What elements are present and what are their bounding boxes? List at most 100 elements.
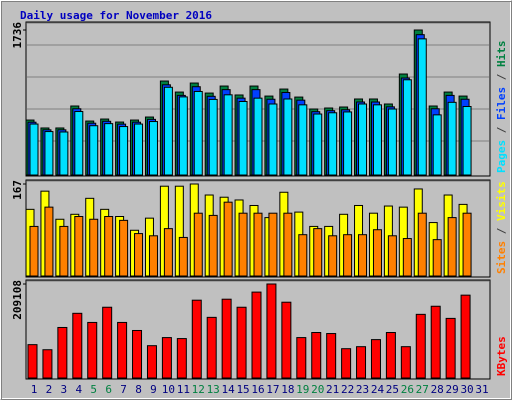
bar <box>87 321 98 379</box>
bar <box>430 305 441 379</box>
x-tick-label: 25 <box>386 383 399 396</box>
bar <box>268 103 278 176</box>
x-tick-label: 28 <box>431 383 444 396</box>
x-tick-label: 5 <box>90 383 97 396</box>
bar <box>119 126 129 176</box>
x-tick-label: 11 <box>177 383 190 396</box>
bar <box>117 321 128 379</box>
bar <box>178 96 188 176</box>
x-tick-label: 1 <box>31 383 38 396</box>
legend-entry: KBytes <box>495 336 508 376</box>
bar <box>208 214 218 277</box>
bar <box>74 111 84 176</box>
x-tick-label: 23 <box>356 383 369 396</box>
bar <box>44 206 54 277</box>
bar <box>253 212 263 277</box>
legend-entry: Files <box>495 87 508 120</box>
bar <box>221 298 232 379</box>
bar <box>402 79 412 176</box>
bar <box>27 344 38 379</box>
bar <box>44 131 54 176</box>
x-tick-label: 6 <box>105 383 112 396</box>
bar <box>447 217 457 277</box>
chart-title: Daily usage for November 2016 <box>20 9 212 22</box>
x-tick-label: 12 <box>192 383 205 396</box>
bar <box>193 90 203 176</box>
y-tick-label: 167 <box>11 180 24 200</box>
x-tick-label: 10 <box>162 383 175 396</box>
bar <box>134 233 144 277</box>
bar <box>417 38 427 176</box>
x-tick-label: 19 <box>296 383 309 396</box>
bar <box>253 97 263 176</box>
legend-separator: / <box>495 67 508 87</box>
x-tick-label: 21 <box>326 383 339 396</box>
bar <box>343 111 353 176</box>
bar <box>311 332 322 379</box>
bar <box>119 219 129 277</box>
bar <box>445 317 456 379</box>
bar <box>296 337 307 379</box>
x-tick-label: 3 <box>61 383 68 396</box>
x-tick-label: 31 <box>475 383 488 396</box>
bar <box>72 312 83 379</box>
bar <box>358 234 368 277</box>
bar <box>104 216 114 277</box>
bar <box>163 228 173 277</box>
bar <box>283 212 293 277</box>
bar <box>402 238 412 277</box>
x-tick-label: 2 <box>46 383 53 396</box>
bar <box>387 108 397 176</box>
bar <box>326 333 337 379</box>
bar <box>208 98 218 176</box>
bar <box>462 212 472 277</box>
x-tick-label: 30 <box>460 383 473 396</box>
bar <box>298 234 308 277</box>
bar <box>356 346 367 379</box>
x-tick-label: 17 <box>266 383 279 396</box>
bar <box>148 235 158 277</box>
bar <box>432 114 442 176</box>
bar <box>313 228 323 277</box>
legend-entry: Hits <box>495 41 508 68</box>
bar <box>74 216 84 277</box>
bar <box>400 346 411 379</box>
bar <box>42 349 53 379</box>
bar <box>178 236 188 277</box>
bar <box>57 326 68 379</box>
x-tick-label: 15 <box>236 383 249 396</box>
bar <box>223 94 233 176</box>
bar <box>89 125 99 176</box>
x-tick-label: 7 <box>120 383 127 396</box>
bar <box>59 225 69 277</box>
bar <box>146 345 157 379</box>
legend: KBytes <box>495 336 508 376</box>
x-tick-label: 9 <box>150 383 157 396</box>
bar <box>283 98 293 176</box>
bar <box>415 313 426 379</box>
x-tick-label: 16 <box>251 383 264 396</box>
bar <box>313 113 323 176</box>
bar <box>238 212 248 277</box>
x-tick-label: 8 <box>135 383 142 396</box>
bar <box>372 104 382 176</box>
bar <box>298 104 308 176</box>
bar <box>59 131 69 176</box>
bar <box>372 229 382 277</box>
legend: Sites / Visits <box>495 181 508 274</box>
x-tick-label: 20 <box>311 383 324 396</box>
bar <box>370 339 381 379</box>
bar <box>163 86 173 176</box>
bar <box>432 239 442 277</box>
bar <box>191 299 202 379</box>
bar <box>161 337 172 379</box>
bar <box>29 225 39 277</box>
bar <box>238 100 248 176</box>
bar <box>387 235 397 277</box>
legend-separator: / <box>495 120 508 140</box>
x-tick-label: 27 <box>416 383 429 396</box>
y-tick-label: 1736 <box>11 22 24 49</box>
bar <box>341 348 352 379</box>
